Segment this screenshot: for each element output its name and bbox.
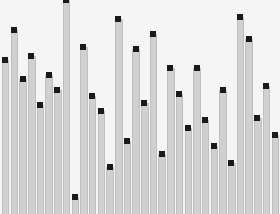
Bar (141, 103, 148, 214)
Bar (106, 167, 113, 214)
Bar (263, 86, 269, 214)
Bar (11, 30, 17, 214)
Bar (272, 135, 278, 214)
Bar (176, 94, 182, 214)
Bar (98, 111, 104, 214)
Bar (193, 68, 200, 214)
Bar (45, 75, 52, 214)
Bar (246, 39, 252, 214)
Bar (185, 128, 191, 214)
Bar (219, 90, 226, 214)
Bar (124, 141, 130, 214)
Bar (19, 79, 26, 214)
Bar (71, 197, 78, 214)
Bar (89, 96, 95, 214)
Bar (80, 47, 87, 214)
Bar (237, 17, 243, 214)
Bar (228, 163, 235, 214)
Bar (158, 154, 165, 214)
Bar (115, 19, 122, 214)
Bar (63, 0, 69, 214)
Bar (2, 60, 8, 214)
Bar (150, 34, 156, 214)
Bar (28, 56, 34, 214)
Bar (211, 146, 217, 214)
Bar (167, 68, 174, 214)
Bar (132, 49, 139, 214)
Bar (54, 90, 61, 214)
Bar (202, 120, 209, 214)
Bar (37, 105, 43, 214)
Bar (254, 118, 261, 214)
